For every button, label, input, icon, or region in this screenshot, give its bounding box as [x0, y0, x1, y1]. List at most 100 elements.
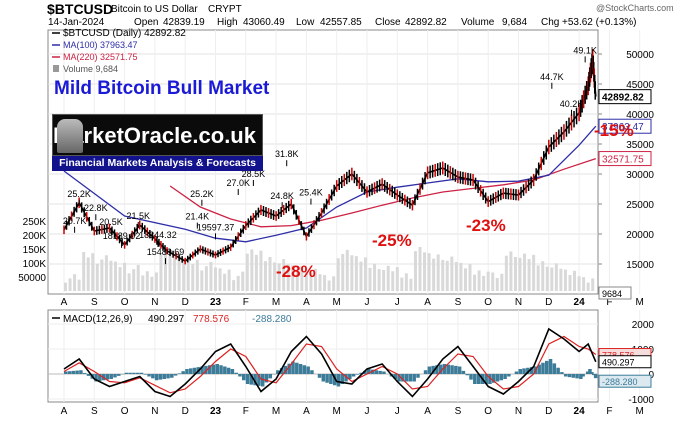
macd-histogram-bar: [310, 370, 314, 374]
macd-histogram-bar: [529, 367, 534, 374]
macd-histogram-bar: [588, 369, 592, 374]
volume-bar: [132, 269, 136, 291]
volume-bar: [373, 263, 377, 291]
volume-axis-marker: [598, 286, 632, 300]
macd-histogram-bar: [177, 373, 182, 374]
volume-bar: [191, 264, 195, 291]
macd-tick-label: -1000: [628, 395, 654, 406]
price-point-label: 25.4K: [299, 188, 323, 198]
macd-histogram-bar: [113, 374, 117, 378]
open-label: Open: [134, 17, 158, 28]
legend-ma220: MA(220) 32571.75: [63, 52, 138, 62]
macd-histogram-bar: [151, 374, 155, 379]
volume-bar: [559, 268, 563, 291]
macd-histogram-bar: [552, 363, 557, 374]
price-axis-marker: [598, 118, 652, 134]
macd-histogram-bar: [317, 374, 322, 378]
x-tick-label: J: [395, 297, 400, 308]
volume-bar: [345, 249, 349, 291]
macd-histogram-bar: [503, 374, 507, 379]
volume-bar: [495, 277, 499, 291]
volume-bar: [318, 274, 322, 291]
macd-histogram-bar: [257, 374, 261, 386]
volume-bar: [77, 279, 81, 291]
macd-histogram-bar: [545, 360, 549, 374]
macd-histogram-bar: [344, 374, 348, 382]
volume-bar: [582, 277, 586, 291]
volume-bar: [436, 254, 440, 291]
x-tick-label: J: [365, 297, 370, 308]
volume-bar: [536, 265, 540, 291]
drawdown-label-2: -25%: [372, 231, 412, 250]
macd-histogram-bar: [476, 374, 481, 384]
price-tick-label: 20000: [626, 230, 654, 241]
macd-axis-marker-label: 490.297: [602, 358, 635, 368]
volume-tick-label: 200K: [23, 231, 47, 242]
price-point-label: 24.8K: [270, 191, 294, 201]
macd-x-tick-label: D: [545, 406, 552, 417]
volume-bar: [541, 261, 545, 291]
macd-panel-frame: [47, 309, 599, 403]
volume-bar: [141, 275, 145, 291]
x-tick-label: M: [272, 297, 280, 308]
volume-bar: [323, 275, 327, 291]
macd-histogram-bar: [401, 374, 405, 382]
chg-value: +53.62 (+0.13%): [562, 17, 637, 28]
price-point-label: 19597.37: [197, 222, 235, 232]
x-tick-label: M: [333, 297, 341, 308]
macd-histogram-bar: [211, 364, 216, 374]
open-value: 42839.19: [163, 17, 205, 28]
volume-bar: [182, 257, 186, 291]
volume-bar: [532, 254, 536, 291]
volume-bar: [177, 252, 181, 291]
high-value: 43060.49: [243, 17, 285, 28]
macd-histogram-bar: [541, 362, 545, 374]
macd-histogram-bar: [484, 374, 488, 384]
x-tick-label: A: [424, 297, 431, 308]
volume-bar: [473, 274, 477, 291]
legend-volume-swatch: [53, 65, 59, 72]
volume-bar: [368, 267, 372, 291]
volume-bar: [204, 266, 208, 291]
logo: MarketOracle.co.uk: [52, 114, 263, 156]
macd-x-tick-label: J: [395, 406, 400, 417]
macd-histogram-bar: [170, 374, 174, 378]
volume-bar: [482, 275, 486, 291]
macd-histogram-bar: [579, 374, 583, 379]
logo-tagline: Financial Markets Analysis & Forecasts: [52, 156, 263, 171]
volume-bar: [363, 257, 367, 291]
macd-histogram-bar: [226, 367, 231, 374]
volume-bar: [491, 272, 495, 291]
macd-x-tick-label: O: [121, 406, 129, 417]
signal-line: [63, 335, 597, 394]
macd-x-tick-label: O: [484, 406, 492, 417]
macd-histogram-bar: [363, 370, 367, 374]
macd-histogram-bar: [465, 374, 469, 376]
macd-histogram-bar: [128, 372, 132, 374]
macd-histogram-bar: [207, 365, 212, 374]
macd-histogram-bar: [245, 374, 250, 384]
macd-histogram-bar: [591, 374, 596, 376]
macd-histogram-bar: [276, 370, 280, 374]
macd-axis-marker-label: -288.280: [602, 377, 638, 387]
volume-bar: [500, 273, 504, 291]
macd-histogram-bar: [291, 361, 295, 374]
price-point-label: 25.2K: [190, 189, 214, 199]
volume-bar: [263, 261, 267, 291]
volume-bar: [418, 246, 422, 291]
macd-x-tick-label: F: [243, 406, 249, 417]
volume-bar: [463, 268, 467, 291]
price-point-label: 49.1K: [573, 45, 597, 55]
price-axis-marker-label: 37963.47: [602, 122, 644, 133]
volume-bar: [454, 262, 458, 291]
price-axis-marker: [598, 89, 652, 105]
quote-date: 14-Jan-2024: [48, 17, 105, 28]
volume-bar: [404, 273, 408, 291]
macd-histogram-bar: [416, 374, 420, 378]
macd-histogram-bar: [86, 374, 91, 376]
volume-bar: [64, 282, 67, 291]
macd-histogram-bar: [526, 367, 530, 374]
macd-histogram-bar: [427, 366, 432, 374]
macd-histogram-bar: [325, 374, 329, 383]
macd-histogram-bar: [204, 365, 208, 374]
